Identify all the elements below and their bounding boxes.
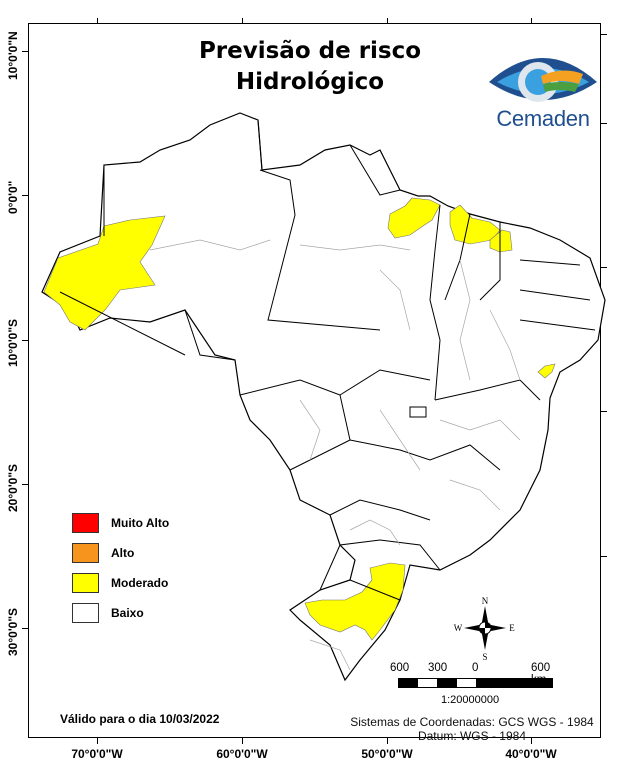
tick-right (601, 556, 607, 557)
risk-area-south (304, 562, 406, 641)
legend-swatch-yellow (72, 573, 99, 593)
risk-area-north-para (387, 197, 441, 239)
scale-segment (398, 678, 418, 688)
crs-line-2: Datum: WGS - 1984 (417, 729, 527, 743)
logo-text: Cemaden (496, 106, 590, 131)
tick-left (22, 628, 28, 629)
scale-segment (476, 678, 553, 688)
legend-item-moderado: Moderado (72, 568, 169, 598)
title-line-2: Hidrológico (235, 69, 385, 95)
scale-bar: 600 300 0 600 km 1:20000000 (390, 662, 566, 712)
legend-item-muito-alto: Muito Alto (72, 508, 169, 538)
risk-area-west-amazon (43, 215, 166, 331)
crs-line-1: Sistemas de Coordenadas: GCS WGS - 1984 (350, 715, 594, 729)
tick-right (601, 123, 607, 124)
lon-label-40w: 40°0'0"W (505, 747, 557, 761)
scale-label-600: 600 (390, 662, 410, 674)
tick-left (22, 484, 28, 485)
legend-swatch-red (72, 513, 99, 533)
title-line-1: Previsão de risco (198, 38, 422, 64)
legend-item-alto: Alto (72, 538, 169, 568)
cemaden-logo: Cemaden (483, 48, 603, 138)
scale-segment (457, 678, 476, 688)
legend-item-baixo: Baixo (72, 598, 169, 628)
basin-borders (149, 239, 521, 671)
legend-swatch-orange (72, 543, 99, 563)
validity-date: Válido para o dia 10/03/2022 (60, 712, 220, 726)
tick-right (601, 267, 607, 268)
legend: Muito Alto Alto Moderado Baixo (72, 508, 169, 628)
legend-swatch-white (72, 603, 99, 623)
tick-top (97, 18, 98, 24)
svg-text:W: W (454, 623, 463, 633)
map-frame (28, 23, 601, 738)
risk-area-bahia-coast (537, 363, 556, 379)
scale-ratio: 1:20000000 (441, 694, 500, 706)
lon-label-60w: 60°0'0"W (216, 747, 268, 761)
svg-text:N: N (482, 596, 489, 606)
north-arrow: N S W E (450, 594, 520, 662)
tick-top (531, 18, 532, 24)
tick-left (22, 195, 28, 196)
state-borders (59, 119, 596, 601)
scale-label-0: 0 (472, 662, 479, 674)
tick-bottom (387, 738, 388, 744)
lon-label-70w: 70°0'0"W (71, 747, 123, 761)
tick-top (387, 18, 388, 24)
tick-top (242, 18, 243, 24)
scale-label-300: 300 (428, 662, 448, 674)
tick-bottom (242, 738, 243, 744)
tick-bottom (97, 738, 98, 744)
compass-rose-icon: N S W E (454, 596, 516, 662)
eye-logo-icon (489, 58, 597, 102)
scale-segment (437, 678, 457, 688)
tick-right (601, 411, 607, 412)
coordinate-system: Sistemas de Coordenadas: GCS WGS - 1984 … (346, 715, 598, 743)
tick-bottom (531, 738, 532, 744)
map-title: Previsão de risco Hidrológico (150, 36, 470, 98)
legend-label: Moderado (111, 576, 169, 590)
legend-label: Alto (111, 546, 135, 560)
tick-left (22, 51, 28, 52)
brazil-outline (41, 112, 606, 682)
svg-text:S: S (482, 652, 487, 662)
tick-left (22, 340, 28, 341)
legend-label: Muito Alto (111, 516, 170, 530)
lon-label-50w: 50°0'0"W (361, 747, 413, 761)
scale-segment (418, 678, 437, 688)
risk-area-piaui-coast (489, 229, 513, 253)
legend-label: Baixo (111, 606, 144, 620)
svg-text:E: E (509, 623, 515, 633)
tick-right (601, 34, 607, 35)
